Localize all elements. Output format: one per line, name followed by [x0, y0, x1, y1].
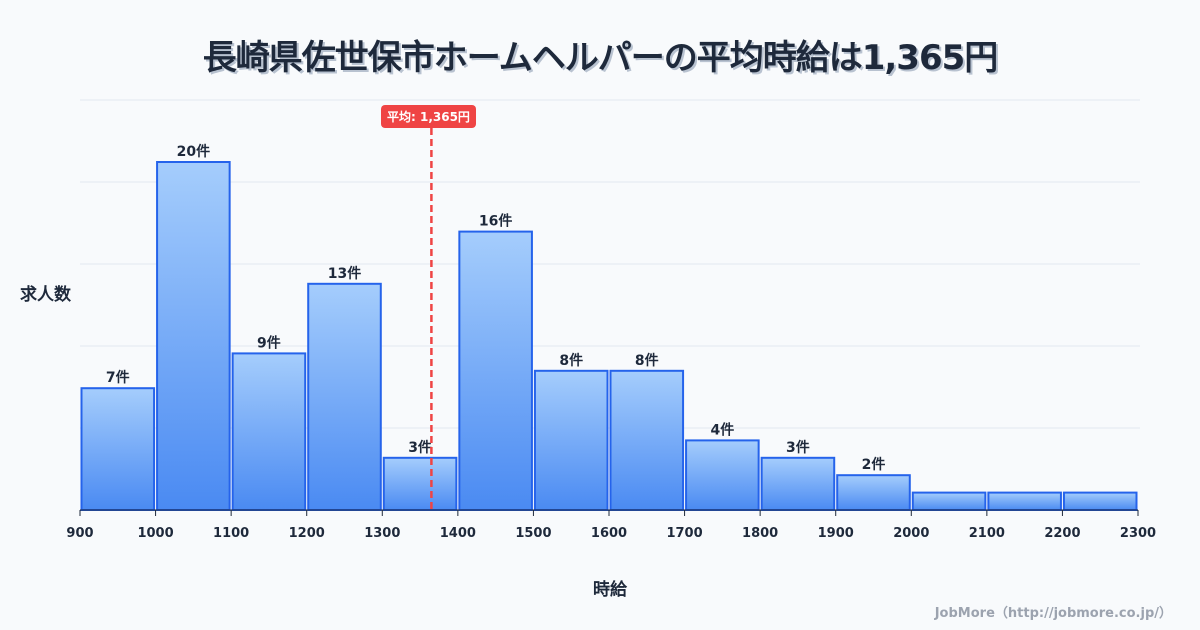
- histogram-bar: [760, 456, 836, 511]
- x-tick-label: 1400: [440, 526, 476, 541]
- chart-title: 長崎県佐世保市ホームヘルパーの平均時給は1,365円: [202, 38, 999, 78]
- x-tick-label: 2100: [969, 526, 1005, 541]
- histogram-bar: [156, 161, 231, 511]
- x-tick-label: 1200: [289, 526, 325, 541]
- histogram-bar: [987, 491, 1062, 512]
- bar-value-label: 2件: [862, 456, 886, 473]
- bar-value-label: 7件: [106, 369, 130, 386]
- x-tick-label: 1800: [742, 526, 778, 541]
- histogram-bar: [836, 474, 911, 512]
- bar-value-label: 4件: [710, 421, 734, 438]
- histogram-bar: [609, 369, 685, 511]
- bar-value-label: 3件: [786, 439, 810, 456]
- footer-credit: JobMore（http://jobmore.co.jp/）: [934, 606, 1172, 621]
- bar-value-label: 20件: [177, 143, 210, 160]
- histogram-bar: [307, 282, 382, 511]
- bars: 7件 20件 9件 13件 3件 16件 8件 8件 4件 3件 2件: [80, 143, 1138, 512]
- x-tick-label: 1700: [666, 526, 702, 541]
- x-axis-label: 時給: [593, 580, 627, 600]
- bar-value-label: 9件: [257, 334, 281, 351]
- average-badge: 平均: 1,365円: [381, 105, 476, 128]
- histogram-bar: [1062, 491, 1138, 512]
- histogram-bar: [80, 387, 156, 512]
- histogram-bar: [685, 439, 760, 511]
- bar-value-label: 3件: [408, 439, 432, 456]
- histogram-bar: [382, 456, 458, 511]
- histogram-bar: [911, 491, 987, 512]
- x-tick-label: 2300: [1120, 526, 1156, 541]
- bar-value-label: 8件: [559, 352, 583, 369]
- histogram-bar: [533, 369, 609, 511]
- x-tick-label: 900: [66, 526, 93, 541]
- x-tick-label: 1500: [515, 526, 551, 541]
- histogram-bar: [458, 230, 533, 511]
- x-tick-label: 1900: [818, 526, 854, 541]
- x-tick-label: 1100: [213, 526, 249, 541]
- x-tick-label: 1000: [137, 526, 173, 541]
- y-axis-label: 求人数: [20, 285, 71, 305]
- bar-value-label: 8件: [635, 352, 659, 369]
- bar-value-label: 13件: [328, 265, 361, 282]
- x-tick-label: 1300: [364, 526, 400, 541]
- x-axis: 900 1000 1100 1200 1300 1400 1500 1600 1700 1800 1…: [66, 509, 1156, 541]
- histogram-bar: [231, 352, 307, 511]
- x-tick-label: 2000: [893, 526, 929, 541]
- x-tick-label: 1600: [591, 526, 627, 541]
- x-tick-label: 2200: [1044, 526, 1080, 541]
- bar-value-label: 16件: [479, 213, 512, 230]
